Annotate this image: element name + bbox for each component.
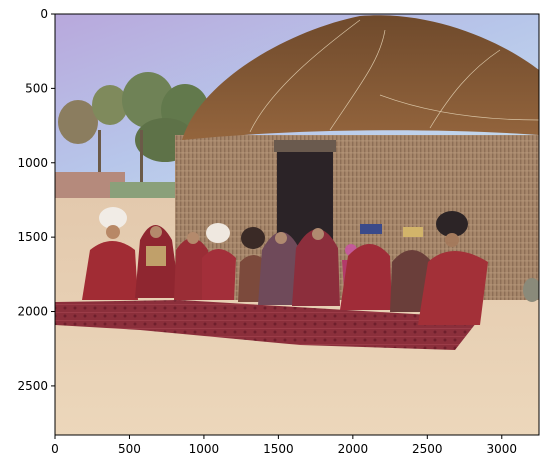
- y-tick-label: 1000: [17, 156, 48, 170]
- bushes: [110, 182, 180, 200]
- rug: [55, 300, 480, 350]
- seated-people: [82, 207, 488, 325]
- y-tick-label: 1500: [17, 230, 48, 244]
- x-tick-label: 3000: [486, 442, 517, 456]
- photograph: [55, 14, 539, 435]
- x-axis: 0 500 1000 1500 2000 2500 3000: [51, 435, 517, 456]
- jar: [523, 278, 539, 302]
- x-tick-label: 0: [51, 442, 59, 456]
- axes-frame: [54, 13, 540, 436]
- x-tick-label: 500: [118, 442, 141, 456]
- x-tick-label: 1000: [189, 442, 220, 456]
- x-tick-label: 2500: [412, 442, 443, 456]
- x-tick-label: 1500: [263, 442, 294, 456]
- roof-ropes: [249, 19, 539, 133]
- y-tick-label: 0: [40, 7, 48, 21]
- y-axis: 0 500 1000 1500 2000 2500: [17, 7, 55, 393]
- yurt-roof: [182, 15, 539, 140]
- y-tick-label: 2500: [17, 379, 48, 393]
- y-tick-label: 500: [25, 81, 48, 95]
- x-tick-label: 2000: [338, 442, 369, 456]
- y-tick-label: 2000: [17, 305, 48, 319]
- door-lintel: [274, 140, 336, 152]
